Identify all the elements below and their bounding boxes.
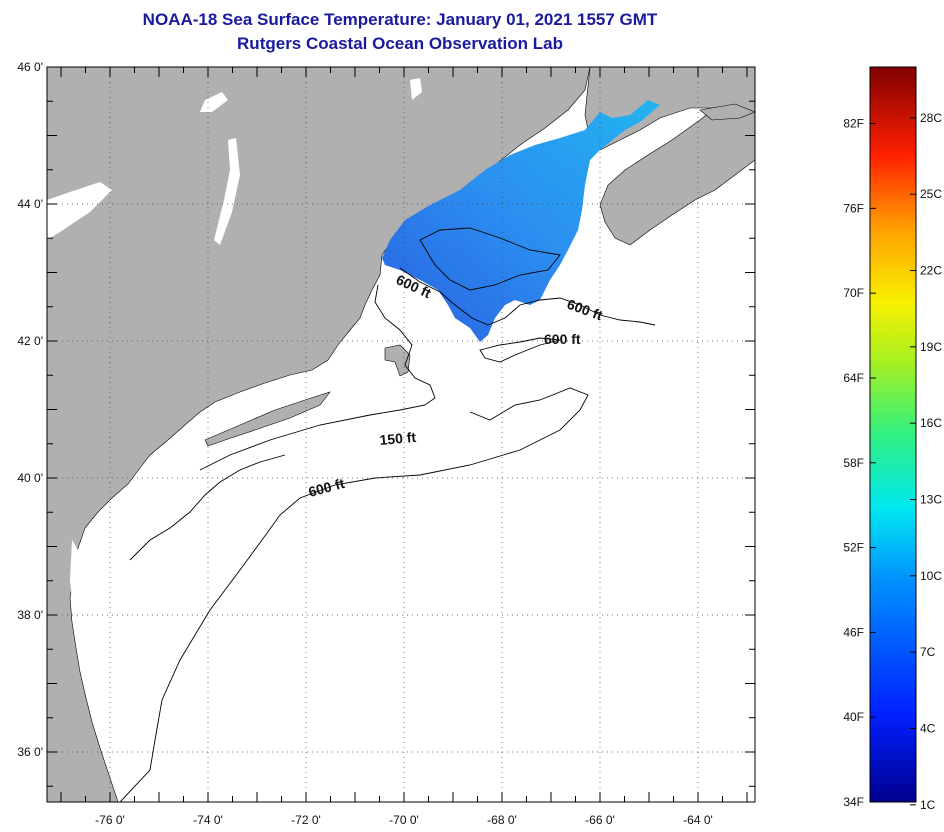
graticule (47, 67, 755, 802)
map-frame (46, 66, 756, 803)
colorbar-c-label: 7C (920, 645, 936, 659)
contour-600ft-gulf-maine (399, 267, 656, 326)
land-long-island (204, 391, 331, 447)
longitude-label: -66 0' (585, 813, 615, 827)
lake-small (410, 78, 422, 100)
colorbar-celsius-labels: 28C 25C 22C 19C 16C 13C 10C 7C 4C 1C (910, 111, 942, 812)
colorbar-c-label: 10C (920, 569, 942, 583)
longitude-labels: -76 0' -74 0' -72 0' -70 0' -68 0' -66 0' -64 … (95, 813, 713, 827)
latitude-label: 38 0' (17, 608, 43, 622)
latitude-label: 36 0' (17, 745, 43, 759)
sst-swath (382, 100, 660, 342)
contour-gulf-detail (419, 227, 561, 291)
longitude-label: -70 0' (389, 813, 419, 827)
land-pei (699, 103, 755, 121)
colorbar-c-label: 16C (920, 416, 942, 430)
colorbar-f-label: 82F (843, 117, 864, 131)
longitude-label: -74 0' (193, 813, 223, 827)
map-title: NOAA-18 Sea Surface Temperature: January… (142, 10, 658, 29)
contour-600ft-georges (479, 337, 561, 363)
axis-ticks (47, 66, 755, 802)
colorbar-f-label: 70F (843, 286, 864, 300)
latitude-label: 46 0' (17, 60, 43, 74)
contour-600ft-shelf (119, 387, 589, 802)
colorbar-c-label: 1C (920, 798, 936, 812)
colorbar-f-label: 46F (843, 625, 864, 639)
colorbar-f-label: 40F (843, 710, 864, 724)
colorbar-c-label: 22C (920, 264, 942, 278)
colorbar-f-label: 64F (843, 371, 864, 385)
colorbar-c-label: 28C (920, 111, 942, 125)
colorbar-c-label: 19C (920, 340, 942, 354)
colorbar-c-label: 25C (920, 187, 942, 201)
latitude-labels: 46 0' 44 0' 42 0' 40 0' 38 0' 36 0' (17, 60, 43, 759)
lake-champlain (214, 138, 240, 245)
contour-150ft (199, 284, 436, 471)
colorbar (869, 66, 917, 803)
colorbar-f-label: 34F (843, 795, 864, 809)
bathymetry-contours (119, 227, 656, 802)
longitude-label: -72 0' (291, 813, 321, 827)
colorbar-c-label: 4C (920, 722, 936, 736)
colorbar-f-label: 52F (843, 541, 864, 555)
colorbar-c-label: 13C (920, 493, 942, 507)
latitude-label: 42 0' (17, 334, 43, 348)
lake-ontario (47, 182, 112, 240)
contour-label: 150 ft (379, 429, 417, 448)
chesapeake-bay (70, 540, 96, 700)
lake-moosehead (200, 92, 228, 112)
longitude-label: -68 0' (487, 813, 517, 827)
latitude-label: 44 0' (17, 197, 43, 211)
colorbar-f-label: 76F (843, 201, 864, 215)
map-subtitle: Rutgers Coastal Ocean Observation Lab (237, 34, 563, 53)
longitude-label: -76 0' (95, 813, 125, 827)
contour-label: 600 ft (544, 331, 581, 347)
longitude-label: -64 0' (683, 813, 713, 827)
colorbar-fahrenheit-labels: 82F 76F 70F 64F 58F 52F 46F 40F 34F (843, 117, 876, 809)
contour-coast-detail (129, 454, 286, 561)
colorbar-f-label: 58F (843, 456, 864, 470)
latitude-label: 40 0' (17, 471, 43, 485)
